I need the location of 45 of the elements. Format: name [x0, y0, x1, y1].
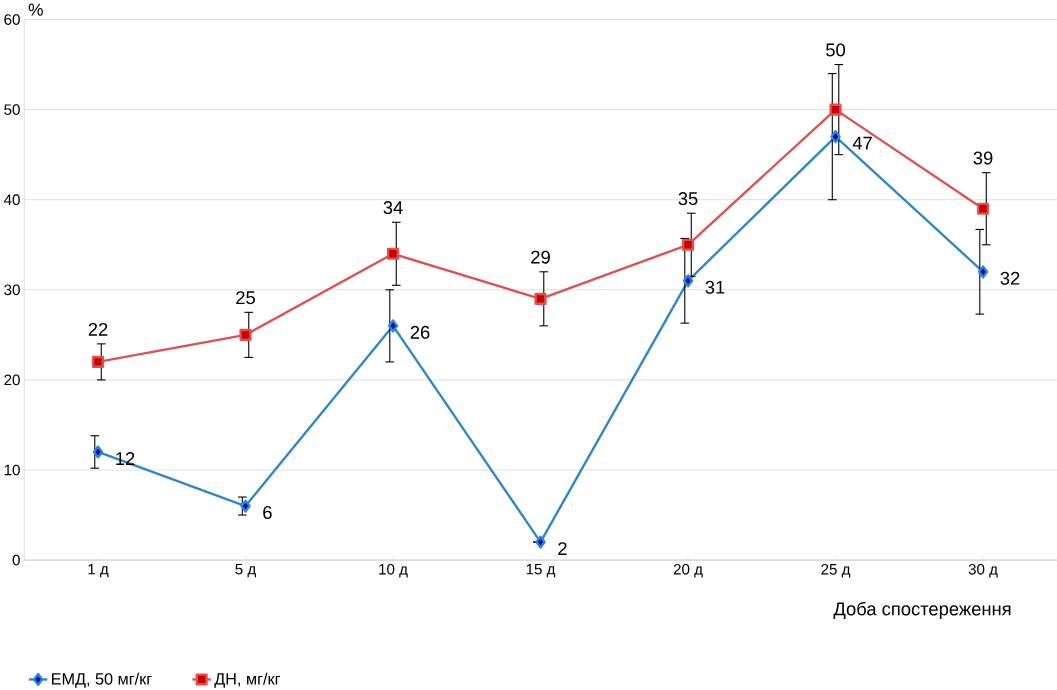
data-label: 2 [558, 541, 567, 555]
point [830, 129, 841, 144]
point [977, 264, 989, 279]
point [976, 202, 990, 215]
data-label: 34 [383, 200, 403, 214]
y-tick-label: 40 [3, 194, 20, 205]
data-label: 50 [826, 43, 846, 57]
point [387, 319, 399, 333]
y-tick-label: 30 [4, 284, 20, 295]
x-tick-label: 20 д [673, 563, 703, 578]
point [681, 238, 695, 251]
y-tick-label: 60 [4, 13, 20, 25]
data-label: 6 [263, 505, 272, 519]
data-label: 26 [410, 325, 430, 339]
x-tick-label: 10 д [379, 563, 408, 578]
data-label: 47 [852, 136, 872, 150]
point [534, 292, 547, 305]
point [535, 535, 546, 549]
data-label: 29 [531, 250, 550, 264]
point [92, 445, 104, 459]
y-tick-label: 50 [4, 104, 20, 115]
data-label: 22 [88, 322, 108, 336]
point [91, 355, 105, 368]
data-label: 31 [705, 280, 725, 294]
y-tick-label: 0 [12, 554, 20, 566]
y-tick-label: 20 [4, 374, 20, 386]
legend-label: ЕМД, 50 мг/кг [52, 672, 152, 688]
x-tick-label: 25 д [821, 563, 851, 578]
y-axis-title: % [28, 3, 43, 16]
data-label: 39 [973, 151, 993, 165]
point [829, 103, 842, 116]
x-tick-label: 15 д [526, 563, 556, 578]
data-label: 35 [678, 191, 698, 205]
point [239, 328, 252, 341]
data-label: 32 [1000, 271, 1020, 285]
point [682, 273, 694, 288]
data-label: 12 [116, 451, 135, 465]
point [386, 247, 400, 260]
x-tick-label: 1 д [88, 563, 109, 578]
x-axis-title: Доба спостереження [833, 601, 1011, 619]
data-label: 25 [236, 290, 255, 304]
x-tick-label: 5 д [235, 563, 256, 578]
y-tick-label: 10 [4, 464, 20, 476]
x-tick-label: 30 д [968, 563, 998, 578]
legend-label: ДН, мг/кг [214, 672, 281, 688]
